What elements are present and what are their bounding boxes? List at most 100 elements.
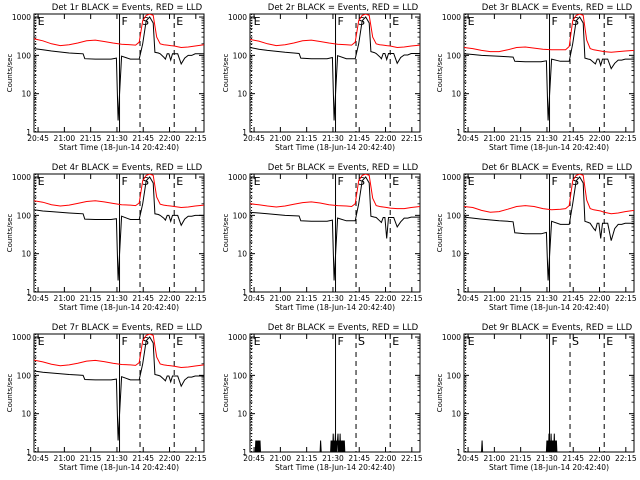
marker-label: F bbox=[122, 175, 128, 188]
y-axis-label: Counts/sec bbox=[6, 374, 14, 413]
y-tick-label: 10 bbox=[237, 410, 247, 419]
x-tick-label: 21:15 bbox=[510, 454, 532, 463]
x-tick-label: 22:15 bbox=[615, 294, 637, 303]
x-axis-label: Start Time (18-Jun-14 20:42:40) bbox=[59, 303, 179, 312]
x-tick-label: 21:15 bbox=[510, 134, 532, 143]
marker-label: E bbox=[606, 335, 613, 348]
series-events-line bbox=[481, 433, 558, 452]
y-tick-label: 1000 bbox=[12, 13, 31, 22]
panel-8: Det 8r BLACK = Events, RED = LLD 1 10 100 10… bbox=[222, 323, 423, 472]
marker-label: E bbox=[606, 175, 613, 188]
marker-label: S bbox=[358, 335, 365, 348]
y-tick-label: 1 bbox=[26, 448, 31, 457]
y-tick-label: 1 bbox=[456, 288, 461, 297]
panel-3: Det 3r BLACK = Events, RED = LLD 1 10 100 10… bbox=[436, 3, 637, 152]
x-tick-label: 20:45 bbox=[27, 294, 49, 303]
marker-label: S bbox=[142, 175, 149, 188]
series-lld-line bbox=[34, 14, 204, 49]
y-tick-label: 1 bbox=[456, 128, 461, 137]
marker-label: F bbox=[338, 335, 344, 348]
y-tick-label: 10 bbox=[21, 90, 31, 99]
x-tick-label: 22:00 bbox=[589, 454, 611, 463]
plot-frame bbox=[463, 173, 635, 293]
marker-label: E bbox=[392, 175, 399, 188]
plot-frame bbox=[33, 333, 205, 453]
y-tick-label: 10 bbox=[21, 250, 31, 259]
plot-frame bbox=[249, 13, 421, 133]
marker-label: E bbox=[254, 175, 261, 188]
x-axis-label: Start Time (18-Jun-14 20:42:40) bbox=[275, 463, 395, 472]
marker-label: E bbox=[38, 335, 45, 348]
y-tick-label: 10 bbox=[237, 90, 247, 99]
series-events-line bbox=[464, 176, 634, 281]
panel-title: Det 8r BLACK = Events, RED = LLD bbox=[268, 323, 419, 333]
y-tick-label: 10 bbox=[451, 90, 461, 99]
x-tick-label: 21:30 bbox=[322, 454, 344, 463]
marker-label: E bbox=[254, 15, 261, 28]
x-tick-label: 21:15 bbox=[80, 294, 102, 303]
y-tick-label: 100 bbox=[17, 211, 32, 220]
marker-label: E bbox=[606, 15, 613, 28]
x-tick-label: 21:00 bbox=[270, 294, 292, 303]
x-axis-label: Start Time (18-Jun-14 20:42:40) bbox=[59, 143, 179, 152]
x-tick-label: 20:45 bbox=[457, 134, 479, 143]
panel-2: Det 2r BLACK = Events, RED = LLD 1 10 100 10… bbox=[222, 3, 423, 152]
x-tick-label: 22:15 bbox=[401, 134, 423, 143]
marker-label: E bbox=[468, 15, 475, 28]
x-tick-label: 22:00 bbox=[159, 134, 181, 143]
x-tick-label: 22:00 bbox=[375, 134, 397, 143]
panel-title: Det 3r BLACK = Events, RED = LLD bbox=[482, 3, 633, 13]
marker-label: F bbox=[338, 15, 344, 28]
y-tick-label: 100 bbox=[447, 211, 462, 220]
y-tick-label: 1 bbox=[242, 448, 247, 457]
x-tick-label: 21:15 bbox=[296, 294, 318, 303]
series-lld-line bbox=[34, 334, 204, 369]
marker-label: E bbox=[176, 335, 183, 348]
x-tick-label: 21:15 bbox=[510, 294, 532, 303]
marker-label: E bbox=[392, 335, 399, 348]
x-tick-label: 21:00 bbox=[484, 294, 506, 303]
y-tick-label: 100 bbox=[17, 51, 32, 60]
series-events-line bbox=[254, 433, 346, 452]
marker-label: F bbox=[122, 15, 128, 28]
x-tick-label: 21:30 bbox=[106, 454, 128, 463]
series-events-line bbox=[250, 176, 420, 281]
series-events-line bbox=[34, 336, 204, 441]
y-tick-label: 1 bbox=[242, 288, 247, 297]
series-lld-line bbox=[464, 14, 634, 53]
x-axis-label: Start Time (18-Jun-14 20:42:40) bbox=[489, 143, 609, 152]
y-tick-label: 1000 bbox=[228, 173, 247, 182]
y-tick-label: 10 bbox=[451, 410, 461, 419]
series-lld-line bbox=[250, 14, 420, 49]
series-lld-line bbox=[34, 174, 204, 209]
y-tick-label: 100 bbox=[447, 371, 462, 380]
series-events-line bbox=[464, 16, 634, 121]
panel-title: Det 6r BLACK = Events, RED = LLD bbox=[482, 163, 633, 173]
x-tick-label: 21:30 bbox=[536, 134, 558, 143]
marker-label: E bbox=[176, 15, 183, 28]
y-axis-label: Counts/sec bbox=[222, 54, 230, 93]
y-tick-label: 100 bbox=[233, 371, 248, 380]
x-tick-label: 22:00 bbox=[159, 294, 181, 303]
y-tick-label: 100 bbox=[447, 51, 462, 60]
panel-title: Det 1r BLACK = Events, RED = LLD bbox=[52, 3, 203, 13]
y-tick-label: 1000 bbox=[442, 173, 461, 182]
x-tick-label: 20:45 bbox=[243, 454, 265, 463]
y-tick-label: 1 bbox=[456, 448, 461, 457]
x-tick-label: 21:00 bbox=[484, 134, 506, 143]
series-events-line bbox=[34, 176, 204, 281]
marker-label: S bbox=[142, 15, 149, 28]
x-tick-label: 21:30 bbox=[322, 294, 344, 303]
y-axis-label: Counts/sec bbox=[6, 54, 14, 93]
y-tick-label: 10 bbox=[21, 410, 31, 419]
series-events-line bbox=[250, 16, 420, 121]
x-tick-label: 22:15 bbox=[185, 454, 207, 463]
x-tick-label: 20:45 bbox=[243, 134, 265, 143]
plot-frame bbox=[463, 13, 635, 133]
x-tick-label: 22:00 bbox=[159, 454, 181, 463]
marker-label: E bbox=[38, 15, 45, 28]
marker-label: S bbox=[142, 335, 149, 348]
plot-frame bbox=[33, 13, 205, 133]
x-tick-label: 21:45 bbox=[132, 134, 154, 143]
